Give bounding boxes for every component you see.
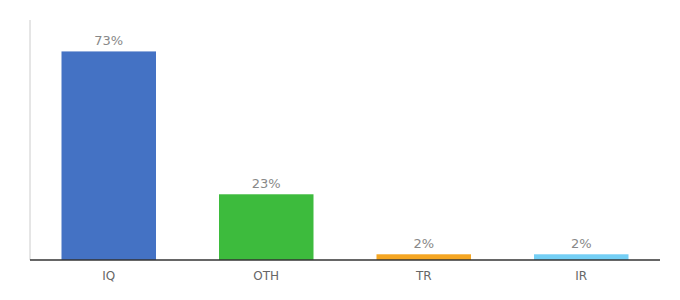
bar: [62, 51, 157, 260]
data-label: 73%: [94, 33, 123, 48]
data-label: 2%: [571, 236, 592, 251]
data-label: 2%: [413, 236, 434, 251]
x-tick-label: IR: [575, 269, 587, 283]
y-axis: [30, 20, 31, 260]
bar: [377, 254, 472, 260]
x-tick-label: IQ: [102, 269, 115, 283]
bars: [62, 51, 629, 260]
bar: [534, 254, 629, 260]
data-label: 23%: [252, 176, 281, 191]
x-tick-label: TR: [415, 269, 432, 283]
chart: IQ OTH TR IR 73% 23% 2% 2%: [0, 0, 680, 300]
bar: [219, 194, 314, 260]
x-tick-label: OTH: [253, 269, 279, 283]
x-axis: [30, 259, 660, 261]
chart-container: IQ OTH TR IR 73% 23% 2% 2%: [0, 0, 680, 300]
